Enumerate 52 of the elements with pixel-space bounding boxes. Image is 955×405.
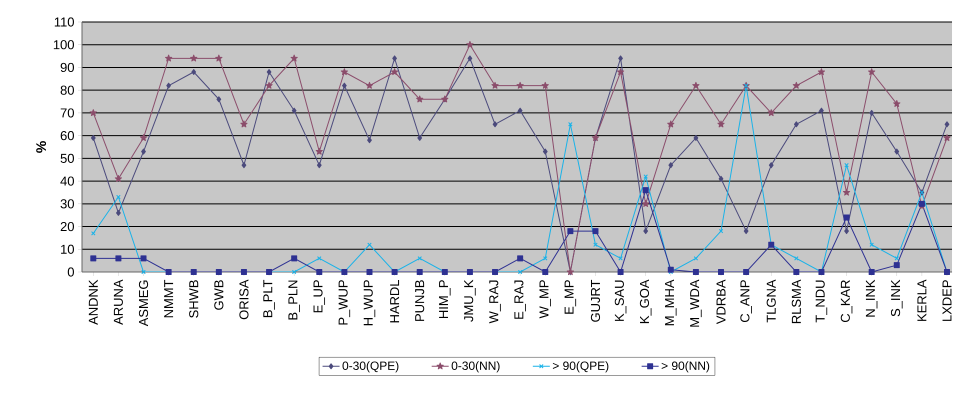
y-tick-label: 80 [60,86,74,95]
y-tick-label: 90 [60,62,74,72]
x-tick-label: HIM_P [439,280,451,318]
x-tick-label: W_MP [540,280,551,318]
x-tick-label: H_WUP [364,280,376,326]
y-tick-label: 20 [60,222,74,232]
x-tick-label: GWB [214,280,224,310]
y-tick-label: 10 [61,244,74,254]
x-tick-label: ANDNK [88,280,98,325]
x-tick-label: RLSMA [792,280,801,324]
legend-label: 0-30(QPE) [342,361,398,372]
x-tick-label: ARUNA [114,280,123,325]
x-tick-label: M_MHA [665,280,677,326]
x-tick-label: E_UP [314,280,326,312]
x-tick-label: KERLA [917,280,926,321]
y-axis-title: % [36,141,46,153]
x-tick-label: E_RAJ [514,280,526,319]
x-tick-label: JMU_K [464,280,476,322]
x-tick-label: PUNJB [415,280,424,321]
y-tick-label: 0 [68,267,74,277]
legend-label: > 90(NN) [662,361,710,372]
x-tick-label: B_PLT [263,280,275,318]
x-tick-label: B_PLN [288,280,300,320]
y-tick-label: 50 [60,154,74,163]
x-tick-label: P_WUP [338,280,350,325]
x-tick-label: GUJRT [590,280,600,322]
y-tick-label: 110 [54,17,74,27]
y-tick-label: 60 [60,131,74,140]
x-tick-label: TLGNA [766,280,776,322]
x-tick-label: VDRBA [716,280,726,324]
x-tick-label: HARDL [390,280,400,322]
x-tick-label: K_GOA [640,280,652,324]
legend-label: > 90(QPE) [552,361,608,372]
x-tick-label: K_SAU [614,280,626,321]
x-tick-label: ASMEG [138,280,148,326]
x-tick-label: N_INK [866,280,878,317]
x-tick-label: T_NDU [816,280,828,322]
x-tick-label: NMMT [164,280,174,318]
x-tick-label: LXDEP [942,280,952,321]
x-tick-label: C_ANP [740,280,752,322]
x-tick-label: W_RAJ [489,280,501,324]
x-tick-label: C_KAR [840,280,852,322]
y-tick-label: 40 [60,176,74,186]
x-tick-label: S_INK [890,280,903,316]
x-tick-label: M_WDA [690,280,702,327]
x-tick-label: SHWB [189,280,198,318]
x-tick-label: ORISA [239,280,249,320]
y-tick-label: 100 [54,40,74,50]
y-tick-label: 30 [60,199,74,208]
y-tick-label: 70 [60,108,74,118]
legend-label: 0-30(NN) [452,361,500,372]
x-tick-label: E_MP [564,280,576,314]
